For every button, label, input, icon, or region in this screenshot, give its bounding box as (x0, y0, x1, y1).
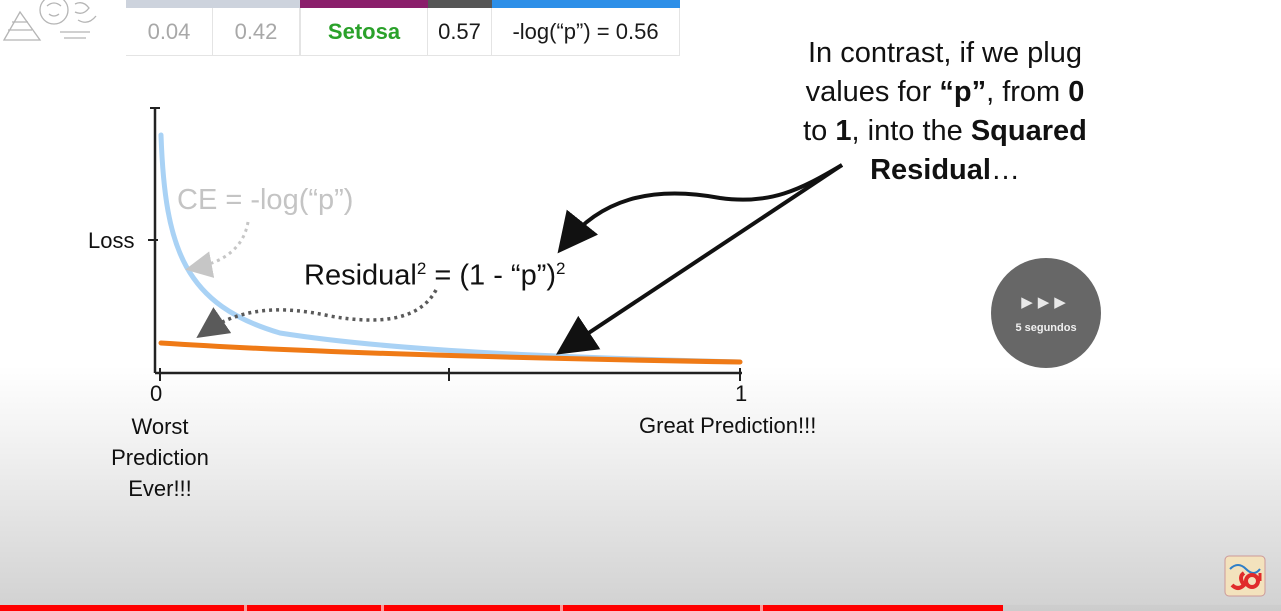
residual-pointer-arrow (196, 289, 438, 338)
y-axis-label: Loss (88, 228, 135, 253)
x-axis-label-worst-line-1: Worst (131, 414, 189, 439)
annotation-line-2: values for “p”, from 0 (805, 76, 1085, 108)
chapter-marker (244, 605, 247, 611)
header-color-bar-3 (428, 0, 492, 8)
annotation-arrow-to-formula (557, 163, 844, 254)
residual-word: Residual (304, 259, 417, 292)
ce-pointer-arrow (185, 221, 250, 278)
header-color-bar-2 (300, 0, 428, 8)
x-axis-label-worst: Worst Prediction Ever!!! (90, 411, 230, 504)
x-axis-label-great: Great Prediction!!! (639, 413, 817, 438)
cross-entropy-curve (158, 132, 743, 365)
annotation-line-3: to 1, into the Squared (803, 115, 1087, 147)
table-cell-value-2: 0.42 (213, 8, 300, 56)
chapter-marker (381, 605, 384, 611)
x-axis-label-worst-line-2: Prediction (111, 445, 209, 470)
table-cell-value-1: 0.04 (126, 8, 213, 56)
skip-forward-button[interactable]: ▶▶▶ 5 segundos (991, 258, 1101, 368)
skip-forward-label: 5 segundos (1015, 322, 1077, 334)
squared-residual-label: Residual2 = (1 - “p”)2 (304, 259, 566, 293)
chapter-marker (560, 605, 563, 611)
chapter-marker (760, 605, 763, 611)
fast-forward-icon: ▶▶▶ (1021, 294, 1071, 311)
residual-rhs: = (1 - “p”) (426, 259, 557, 292)
residual-rhs-exponent: 2 (556, 259, 566, 278)
channel-watermark-icon[interactable] (1224, 555, 1266, 597)
annotation-text: In contrast, if we plug values for “p”, … (760, 34, 1130, 190)
x-tick-label-1: 1 (735, 381, 748, 406)
x-axis-label-worst-line-3: Ever!!! (128, 476, 192, 501)
squared-residual-curve (158, 340, 743, 365)
residual-exponent: 2 (416, 259, 427, 278)
annotation-line-4: Residual… (870, 154, 1020, 186)
x-tick-label-0: 0 (150, 381, 163, 406)
header-color-bar-4 (492, 0, 680, 8)
progress-played (0, 605, 1003, 611)
header-color-bar-1 (126, 0, 300, 8)
annotation-arrow-to-curve (555, 163, 844, 355)
video-progress-bar[interactable] (0, 605, 1281, 611)
table-cell-probability: 0.57 (428, 8, 492, 56)
table-cell-formula: -log(“p”) = 0.56 (492, 8, 680, 56)
brand-logo-icon (2, 0, 97, 41)
annotation-line-1: In contrast, if we plug (807, 37, 1083, 69)
cross-entropy-label: CE = -log(“p”) (177, 184, 354, 216)
table-cell-species: Setosa (300, 8, 428, 56)
